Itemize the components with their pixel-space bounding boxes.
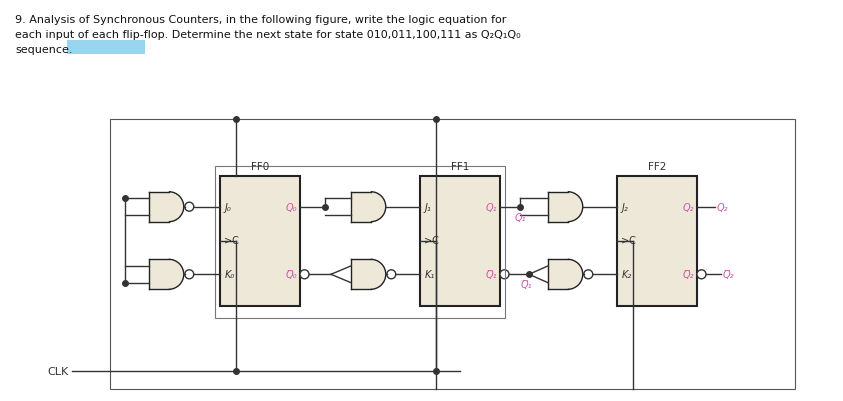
Text: Q̅₂: Q̅₂ <box>723 269 734 279</box>
Bar <box>215 166 505 318</box>
Wedge shape <box>169 260 184 290</box>
Text: K₀: K₀ <box>225 269 235 279</box>
Circle shape <box>500 270 509 279</box>
Bar <box>351 260 371 290</box>
Bar <box>420 176 500 306</box>
Text: Q₀: Q₀ <box>286 202 297 212</box>
Text: J₁: J₁ <box>425 202 432 212</box>
Bar <box>149 192 169 222</box>
Wedge shape <box>371 192 386 222</box>
FancyBboxPatch shape <box>67 41 145 55</box>
Text: Q̅₁: Q̅₁ <box>486 269 497 279</box>
Text: 9. Analysis of Synchronous Counters, in the following figure, write the logic eq: 9. Analysis of Synchronous Counters, in … <box>15 15 507 25</box>
Text: Q̅₀: Q̅₀ <box>286 269 297 279</box>
Circle shape <box>697 270 706 279</box>
Wedge shape <box>567 260 583 290</box>
Text: K₂: K₂ <box>622 269 632 279</box>
Text: FF1: FF1 <box>451 162 470 172</box>
Text: >C: >C <box>621 236 636 246</box>
Text: sequence.: sequence. <box>15 45 72 55</box>
Text: each input of each flip-flop. Determine the next state for state 010,011,100,111: each input of each flip-flop. Determine … <box>15 30 521 40</box>
Bar <box>110 120 795 389</box>
Text: FF2: FF2 <box>647 162 666 172</box>
Text: >C: >C <box>424 236 439 246</box>
Text: Q̅₂: Q̅₂ <box>683 269 694 279</box>
Bar <box>617 176 697 306</box>
Text: CLK: CLK <box>48 366 69 376</box>
Text: J₂: J₂ <box>622 202 629 212</box>
Text: J₀: J₀ <box>225 202 232 212</box>
Text: Q̅₁: Q̅₁ <box>521 279 533 290</box>
Text: FF0: FF0 <box>251 162 269 172</box>
Text: Q₂: Q₂ <box>683 202 694 212</box>
Circle shape <box>185 203 194 212</box>
Bar <box>548 260 567 290</box>
Text: K₁: K₁ <box>425 269 435 279</box>
Bar <box>548 192 567 222</box>
Text: Q₂: Q₂ <box>717 202 728 212</box>
Bar <box>220 176 300 306</box>
Text: Q₁: Q₁ <box>486 202 497 212</box>
Circle shape <box>583 270 593 279</box>
Text: Q₁: Q₁ <box>515 212 527 222</box>
Bar <box>351 192 371 222</box>
Wedge shape <box>371 260 386 290</box>
Bar <box>149 260 169 290</box>
Circle shape <box>387 270 395 279</box>
Text: >C: >C <box>224 236 239 246</box>
Circle shape <box>300 270 309 279</box>
Wedge shape <box>169 192 184 222</box>
Circle shape <box>185 270 194 279</box>
Wedge shape <box>567 192 583 222</box>
